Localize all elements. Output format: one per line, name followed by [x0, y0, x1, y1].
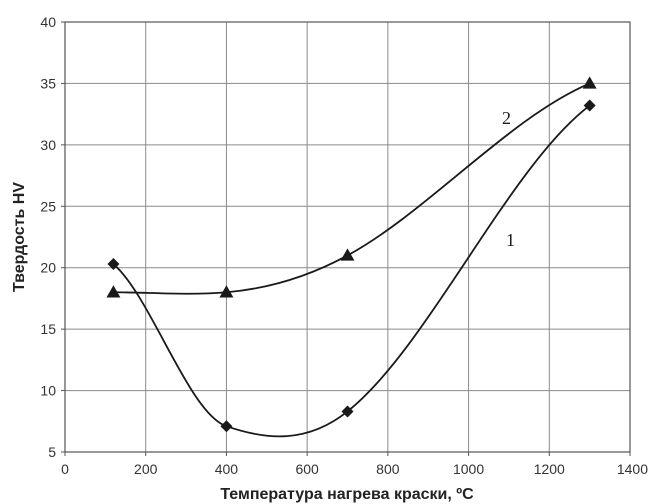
- x-tick-labels: 0 200 400 600 800 1000 1200 1400: [61, 452, 648, 477]
- series-1-label: 1: [506, 230, 515, 250]
- y-tick-label: 30: [40, 137, 56, 153]
- plot-area-background: [65, 22, 630, 452]
- series-2-label: 2: [502, 108, 511, 128]
- y-tick-label: 15: [40, 321, 56, 337]
- y-axis-title: Твердость HV: [11, 182, 28, 292]
- x-tick-label: 0: [61, 461, 69, 477]
- y-tick-label: 35: [40, 75, 56, 91]
- x-tick-label: 1000: [453, 461, 484, 477]
- x-tick-label: 200: [134, 461, 158, 477]
- x-tick-label: 800: [376, 461, 400, 477]
- x-tick-label: 600: [295, 461, 319, 477]
- series-1-point: [341, 405, 354, 418]
- plot-area-border: [64, 21, 631, 453]
- series-2-point: [582, 76, 597, 89]
- x-tick-label: 1200: [534, 461, 565, 477]
- series-markers: [106, 76, 597, 433]
- x-tick-label: 1400: [617, 461, 648, 477]
- series-2-point: [106, 285, 121, 298]
- x-axis-title: Температура нагрева краски, ºC: [220, 486, 474, 503]
- series-1-point: [220, 420, 233, 433]
- x-tick-label: 400: [215, 461, 239, 477]
- y-tick-label: 40: [40, 14, 56, 30]
- series-lines: [112, 82, 591, 438]
- y-tick-label: 10: [40, 383, 56, 399]
- series-2-point: [340, 248, 355, 261]
- y-tick-label: 25: [40, 198, 56, 214]
- series-2-point: [219, 285, 234, 298]
- y-gridlines: [65, 21, 630, 453]
- y-tick-label: 5: [48, 444, 56, 460]
- series-2-line: [113, 82, 590, 295]
- series-1-line: [112, 104, 591, 438]
- y-tick-label: 20: [40, 260, 56, 276]
- series-1-point: [107, 258, 120, 271]
- y-tick-labels: 5 10 15 20 25 30 35 40: [40, 14, 65, 460]
- series-1-point: [583, 99, 596, 112]
